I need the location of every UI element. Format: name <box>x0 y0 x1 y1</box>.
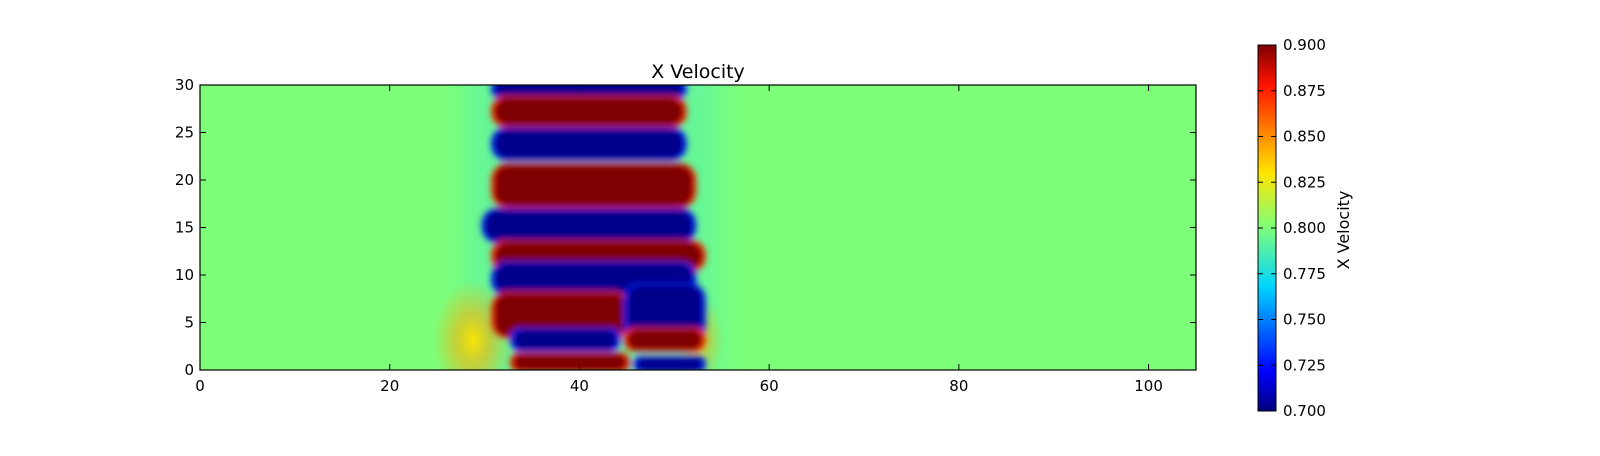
colorbar-tick-label: 0.800 <box>1283 219 1326 237</box>
feature-high-7 <box>494 293 627 337</box>
colorbar-tick-label: 0.850 <box>1283 128 1326 146</box>
plot-area <box>200 85 1196 370</box>
colorbar-ticks: 0.700 0.725 0.750 0.775 0.800 0.825 0.850 0.875… <box>1258 36 1326 420</box>
colorbar-label: X Velocity <box>1334 191 1353 270</box>
x-tick-label: 100 <box>1134 377 1163 395</box>
feature-low-9 <box>513 329 618 351</box>
y-axis: 0 5 10 15 20 25 30 <box>175 76 1196 379</box>
feature-low-2 <box>494 128 684 160</box>
feature-low-12 <box>636 357 703 370</box>
colorbar-tick-label: 0.825 <box>1283 173 1326 191</box>
y-tick-label: 10 <box>175 266 194 284</box>
x-axis: 0 20 40 60 80 100 <box>195 85 1163 395</box>
y-tick-label: 15 <box>175 219 194 237</box>
y-tick-label: 25 <box>175 124 194 142</box>
colorbar-tick-label: 0.875 <box>1283 82 1326 100</box>
y-tick-label: 0 <box>184 361 194 379</box>
y-tick-label: 5 <box>184 314 194 332</box>
y-tick-label: 20 <box>175 171 194 189</box>
x-tick-label: 60 <box>760 377 779 395</box>
colorbar-tick-label: 0.700 <box>1283 402 1326 420</box>
x-tick-label: 40 <box>570 377 589 395</box>
colorbar: 0.700 0.725 0.750 0.775 0.800 0.825 0.850 0.875… <box>1257 36 1353 420</box>
feature-high-3 <box>494 164 694 207</box>
feature-high-11 <box>513 353 627 370</box>
feature-high-1 <box>494 97 684 126</box>
feature-low-4 <box>484 209 694 242</box>
x-tick-label: 0 <box>195 377 205 395</box>
colorbar-tick-label: 0.900 <box>1283 36 1326 54</box>
feature-high-10 <box>626 329 703 351</box>
x-tick-label: 80 <box>949 377 968 395</box>
colorbar-tick-label: 0.750 <box>1283 311 1326 329</box>
x-tick-label: 20 <box>380 377 399 395</box>
wake-features <box>481 85 706 370</box>
y-tick-label: 30 <box>175 76 194 94</box>
feature-low-0 <box>494 85 684 97</box>
colorbar-tick-label: 0.725 <box>1283 356 1326 374</box>
colorbar-tick-label: 0.775 <box>1283 265 1326 283</box>
feature-low-8 <box>626 284 703 342</box>
chart-title: X Velocity <box>651 61 745 83</box>
